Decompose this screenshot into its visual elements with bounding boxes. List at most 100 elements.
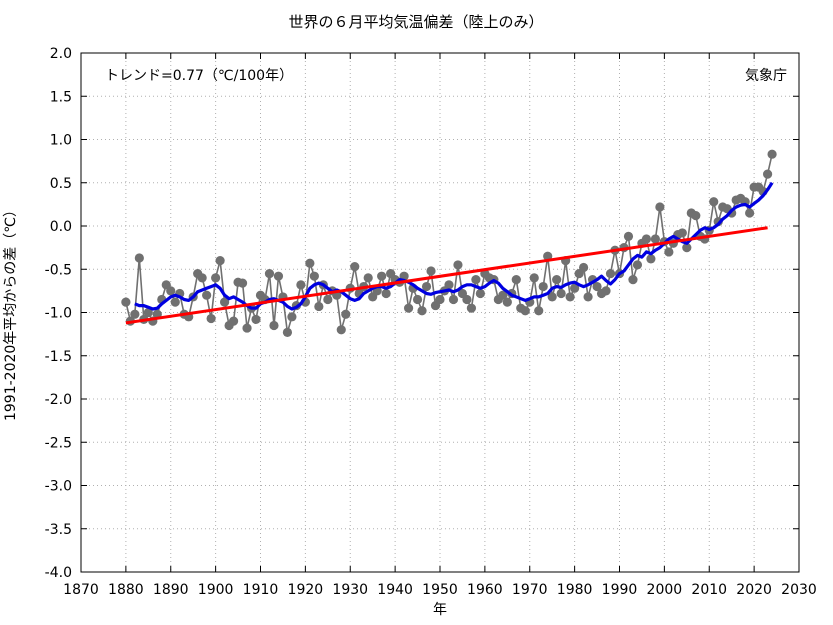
annual-point (220, 297, 230, 307)
annual-point (287, 312, 297, 322)
annual-point (579, 262, 589, 273)
annual-point (709, 197, 719, 207)
annual-point (242, 323, 252, 333)
x-tick-label: 1970 (512, 582, 548, 598)
annual-point (502, 297, 512, 307)
y-tick-labels: 2.0 1.5 1.0 0.5 0.0 -0.5 -1.0 -1.5 -2.0 -2.5 -3.0 -… (45, 46, 72, 581)
annual-point (592, 281, 602, 292)
annual-point (143, 307, 153, 318)
x-tick-label: 1920 (288, 582, 324, 598)
annual-point (623, 231, 634, 241)
annual-point (534, 306, 544, 316)
annual-point (309, 271, 319, 281)
annual-point (677, 228, 687, 238)
annual-point (130, 309, 140, 319)
annual-point (605, 268, 616, 279)
annual-point (655, 202, 665, 212)
annual-point (377, 271, 387, 281)
annual-point (538, 281, 548, 292)
x-tick-label: 1910 (243, 582, 279, 598)
annual-point (511, 275, 521, 285)
x-axis-title: 年 (433, 602, 447, 618)
x-tick-label: 1990 (602, 582, 638, 598)
annual-point (520, 306, 530, 316)
annual-point (206, 313, 216, 324)
y-tick-label: 0.0 (50, 219, 72, 235)
annual-point (381, 288, 391, 299)
annual-point (466, 303, 477, 313)
x-tick-label: 1870 (63, 582, 99, 598)
annual-point (444, 280, 454, 290)
trend-series (125, 226, 768, 325)
x-tick-label: 1890 (153, 582, 189, 598)
annual-point (264, 268, 275, 279)
y-tick-label: -3.0 (45, 479, 72, 495)
annual-point (426, 266, 436, 276)
annual-point (570, 283, 580, 293)
annual-point (601, 286, 611, 296)
annual-point (341, 309, 351, 319)
annual-point (202, 290, 212, 300)
annual-point (296, 280, 306, 290)
x-tick-labels: 1870 1880 1890 1900 1910 1920 1930 1940 1950 1960… (63, 582, 817, 598)
x-tick-label: 1900 (198, 582, 234, 598)
annual-point (565, 292, 575, 302)
annual-point (363, 273, 373, 283)
annual-point (323, 294, 333, 305)
annual-point (632, 260, 643, 270)
trend-annotation: トレンド=0.77（℃/100年） (105, 68, 293, 84)
annual-point (417, 306, 427, 316)
annual-point (691, 211, 701, 221)
annual-point (134, 253, 144, 263)
annual-point (166, 286, 176, 296)
annual-point (762, 169, 773, 179)
y-tick-label: -1.5 (45, 349, 72, 365)
annual-point (646, 254, 656, 264)
annual-point (197, 273, 207, 283)
annual-point (314, 301, 324, 312)
annual-point (650, 234, 661, 244)
source-label: 気象庁 (745, 68, 787, 84)
y-tick-label: -3.5 (45, 522, 72, 538)
annual-point (421, 281, 432, 292)
annual-point (305, 258, 315, 268)
annual-point (552, 275, 562, 285)
annual-point (475, 288, 485, 299)
y-tick-label: 1.0 (50, 133, 72, 149)
x-tick-label: 1960 (467, 582, 503, 598)
annual-point (641, 234, 652, 244)
y-tick-label: -2.0 (45, 392, 72, 408)
annual-point (170, 297, 180, 307)
annual-point (435, 294, 445, 305)
annual-point (336, 325, 346, 335)
plot-frame (80, 52, 800, 573)
x-tick-label: 1980 (557, 582, 593, 598)
annual-point (282, 327, 293, 337)
x-tick-label: 2020 (736, 582, 772, 598)
annual-point (215, 256, 225, 266)
annual-point (251, 314, 261, 325)
y-tick-label: 1.5 (50, 89, 72, 105)
annual-point (273, 271, 284, 281)
annual-point (121, 297, 131, 307)
x-tick-label: 1940 (377, 582, 413, 598)
y-tick-label: -0.5 (45, 262, 72, 278)
y-tick-label: 2.0 (50, 46, 72, 62)
annual-point (767, 149, 777, 159)
x-tick-label: 1930 (332, 582, 368, 598)
annual-point (745, 208, 755, 218)
annual-point (682, 243, 692, 253)
grid-lines (81, 53, 799, 572)
y-tick-label: -1.0 (45, 306, 72, 322)
y-axis-title: 1991-2020年平均からの差（℃） (3, 203, 19, 421)
annual-point (403, 303, 414, 313)
annual-point (228, 316, 239, 326)
x-tick-label: 2030 (781, 582, 817, 598)
annual-point (448, 294, 459, 305)
annual-point (269, 320, 279, 331)
y-tick-label: 0.5 (50, 176, 72, 192)
annual-point (211, 273, 221, 283)
chart-title: 世界の６月平均気温偏差（陸上のみ） (288, 13, 543, 31)
trend-line (125, 226, 768, 325)
